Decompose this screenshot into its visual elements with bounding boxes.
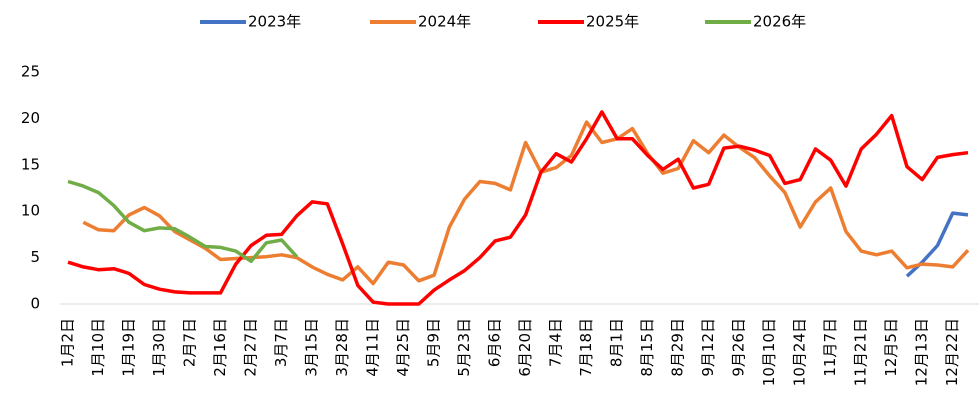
x-tick-label: 3月28日 <box>333 318 351 377</box>
x-tick-label: 1月19日 <box>120 318 138 377</box>
x-tick-label: 2月16日 <box>211 318 229 377</box>
x-tick-label: 5月9日 <box>425 318 443 367</box>
x-tick-label: 12月22日 <box>943 318 961 386</box>
x-tick-label: 1月10日 <box>89 318 107 377</box>
legend-label: 2025年 <box>586 13 639 31</box>
x-tick-label: 9月26日 <box>730 318 748 377</box>
x-tick-label: 4月11日 <box>364 318 382 377</box>
x-tick-label: 1月2日 <box>59 318 77 367</box>
y-tick-label: 10 <box>21 202 40 220</box>
x-tick-label: 11月7日 <box>821 318 839 377</box>
x-tick-label: 10月24日 <box>791 318 809 386</box>
x-tick-label: 4月25日 <box>394 318 412 377</box>
y-tick-label: 15 <box>21 155 40 173</box>
x-tick-label: 1月30日 <box>150 318 168 377</box>
x-tick-label: 11月21日 <box>852 318 870 386</box>
legend-label: 2023年 <box>248 13 301 31</box>
x-tick-label: 7月4日 <box>547 318 565 367</box>
x-tick-label: 12月13日 <box>913 318 931 386</box>
legend-label: 2024年 <box>418 13 471 31</box>
y-tick-label: 5 <box>30 248 40 266</box>
legend-label: 2026年 <box>753 13 806 31</box>
series-line <box>67 179 299 264</box>
x-tick-label: 7月18日 <box>577 318 595 377</box>
x-tick-label: 5月23日 <box>455 318 473 377</box>
x-tick-label: 8月29日 <box>669 318 687 377</box>
y-tick-label: 0 <box>30 295 40 313</box>
x-tick-label: 8月1日 <box>608 318 626 367</box>
x-tick-label: 6月20日 <box>516 318 534 377</box>
y-tick-label: 25 <box>21 63 40 81</box>
x-tick-label: 12月5日 <box>882 318 900 377</box>
series-line <box>82 120 970 286</box>
y-tick-label: 20 <box>21 109 40 127</box>
series-line <box>67 110 969 306</box>
x-tick-label: 8月15日 <box>638 318 656 377</box>
x-tick-label: 6月6日 <box>486 318 504 367</box>
x-tick-label: 3月15日 <box>303 318 321 377</box>
x-tick-label: 9月12日 <box>699 318 717 377</box>
x-tick-label: 2月27日 <box>242 318 260 377</box>
x-tick-label: 10月10日 <box>760 318 778 386</box>
x-tick-label: 2月7日 <box>181 318 199 367</box>
x-tick-label: 3月7日 <box>272 318 290 367</box>
